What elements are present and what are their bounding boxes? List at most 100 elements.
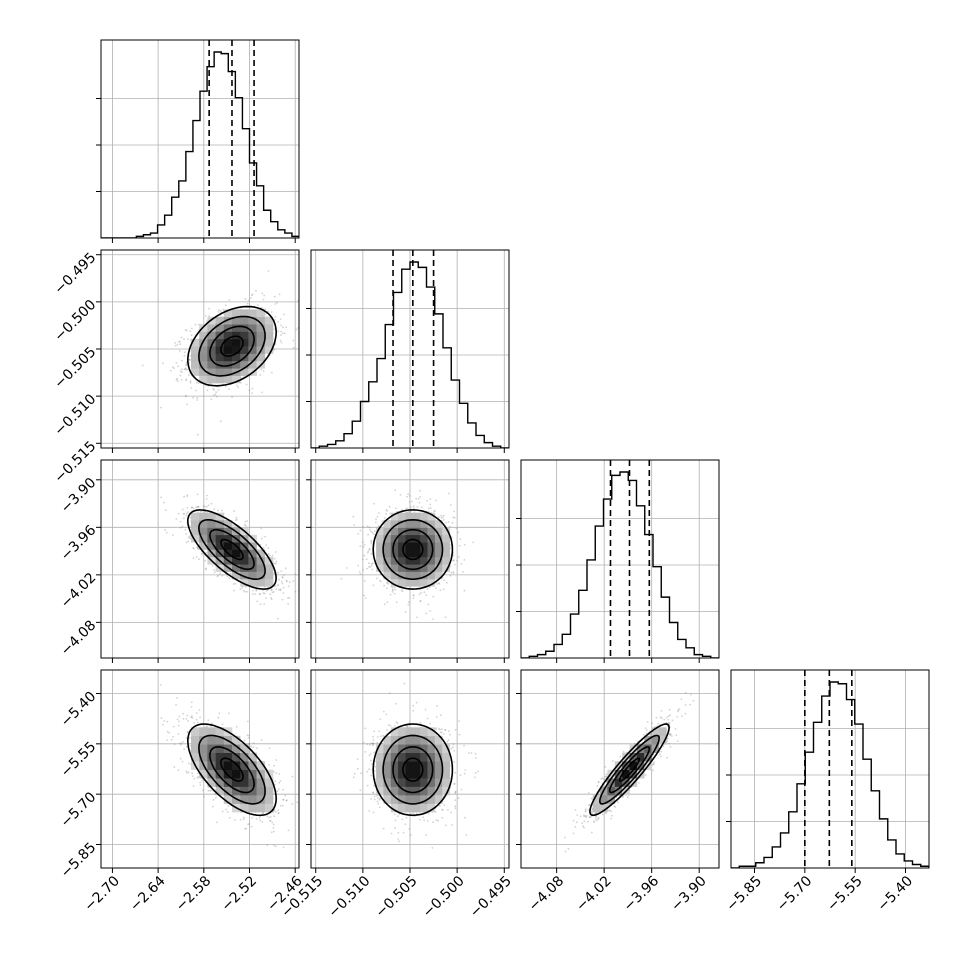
scatter-point [213,508,216,510]
contour-0-2-1 [209,528,255,571]
scatter-point [251,293,254,296]
scatter-point [166,720,169,723]
scatter-point [270,589,273,592]
contour-0-2-3 [186,509,277,590]
density-cell [248,346,257,354]
scatter-point [394,588,397,591]
scatter-point [381,520,384,523]
density-cell [376,534,384,543]
scatter-point [419,600,421,603]
scatter-point [458,544,461,547]
scatter-point [372,584,375,587]
scatter-point [386,510,389,512]
density-cell [390,520,399,528]
scatter-point [275,560,278,563]
scatter-point [282,326,284,329]
scatter-point [288,597,291,599]
scatter-point [164,509,167,512]
scatter-point [187,536,190,539]
scatter-point [283,574,285,576]
scatter-point [425,612,428,615]
scatter-point [188,358,191,361]
scatter-point [405,507,408,510]
scatter-point [210,398,213,401]
scatter-point [187,540,190,543]
density-cell [207,360,216,369]
scatter-point [267,547,270,549]
scatter-point [275,845,277,848]
scatter-point [292,339,295,342]
scatter-point [274,585,276,588]
scatter-point [394,489,397,491]
scatter-point [258,593,261,596]
scatter-point [452,559,455,562]
scatter-point [185,745,188,748]
density-cell [412,527,421,536]
scatter-point [190,387,193,389]
density-cell [398,512,406,521]
scatter-point [368,548,371,550]
scatter-point [178,350,181,352]
scatter-point [193,777,196,780]
scatter-point [207,719,210,722]
scatter-point [175,704,178,706]
density-cell [376,527,384,536]
panel-0-0 [96,39,300,243]
scatter-point [185,737,188,739]
scatter-point [272,591,275,593]
scatter-point [192,507,195,510]
density-cell [240,324,249,332]
scatter-point [451,521,454,524]
scatter-point [272,823,275,826]
density-cell [412,512,421,521]
scatter-point [408,495,411,497]
scatter-point [250,294,253,297]
scatter-point [249,297,252,299]
density-cell [412,549,421,558]
scatter-point [425,594,427,596]
scatter-point [447,521,450,523]
density-cell [383,571,392,580]
scatter-point [395,601,398,603]
scatter-point [383,517,386,519]
scatter-point [262,298,265,301]
scatter-point [379,579,381,582]
density-cell [442,556,450,565]
density-cell [434,527,443,536]
scatter-point [416,505,419,508]
scatter-point [278,781,281,784]
scatter-point [279,339,282,342]
density-cell [256,571,266,580]
scatter-point [274,551,277,553]
density-cell [232,571,241,580]
scatter-point [160,496,163,499]
scatter-point [274,783,276,786]
density-cell [427,512,436,521]
density-cell [264,324,274,332]
scatter-point [192,396,194,399]
scatter-point [419,600,422,602]
scatter-point [280,330,282,333]
scatter-point [247,720,249,723]
scatter-point [352,515,355,518]
scatter-point [418,501,421,504]
scatter-point [233,510,235,513]
density-cell [256,316,266,325]
scatter-point [185,363,188,366]
density-cell [215,316,225,325]
density-cell [240,564,249,572]
scatter-point [212,805,214,808]
scatter-point [208,315,211,317]
scatter-point [370,552,373,555]
scatter-point [175,362,178,364]
scatter-point [221,574,224,577]
scatter-point [196,433,199,436]
density-cell [376,542,384,550]
scatter-point [260,306,263,309]
scatter-point [463,559,466,561]
scatter-point [183,512,186,515]
scatter-point [183,351,186,354]
panel-0-3: −5.85−5.70−5.55−5.40−2.70 −2.64 −2.58 −2.52… [58,669,306,915]
density-cell [383,556,392,565]
scatter-point [197,505,200,508]
